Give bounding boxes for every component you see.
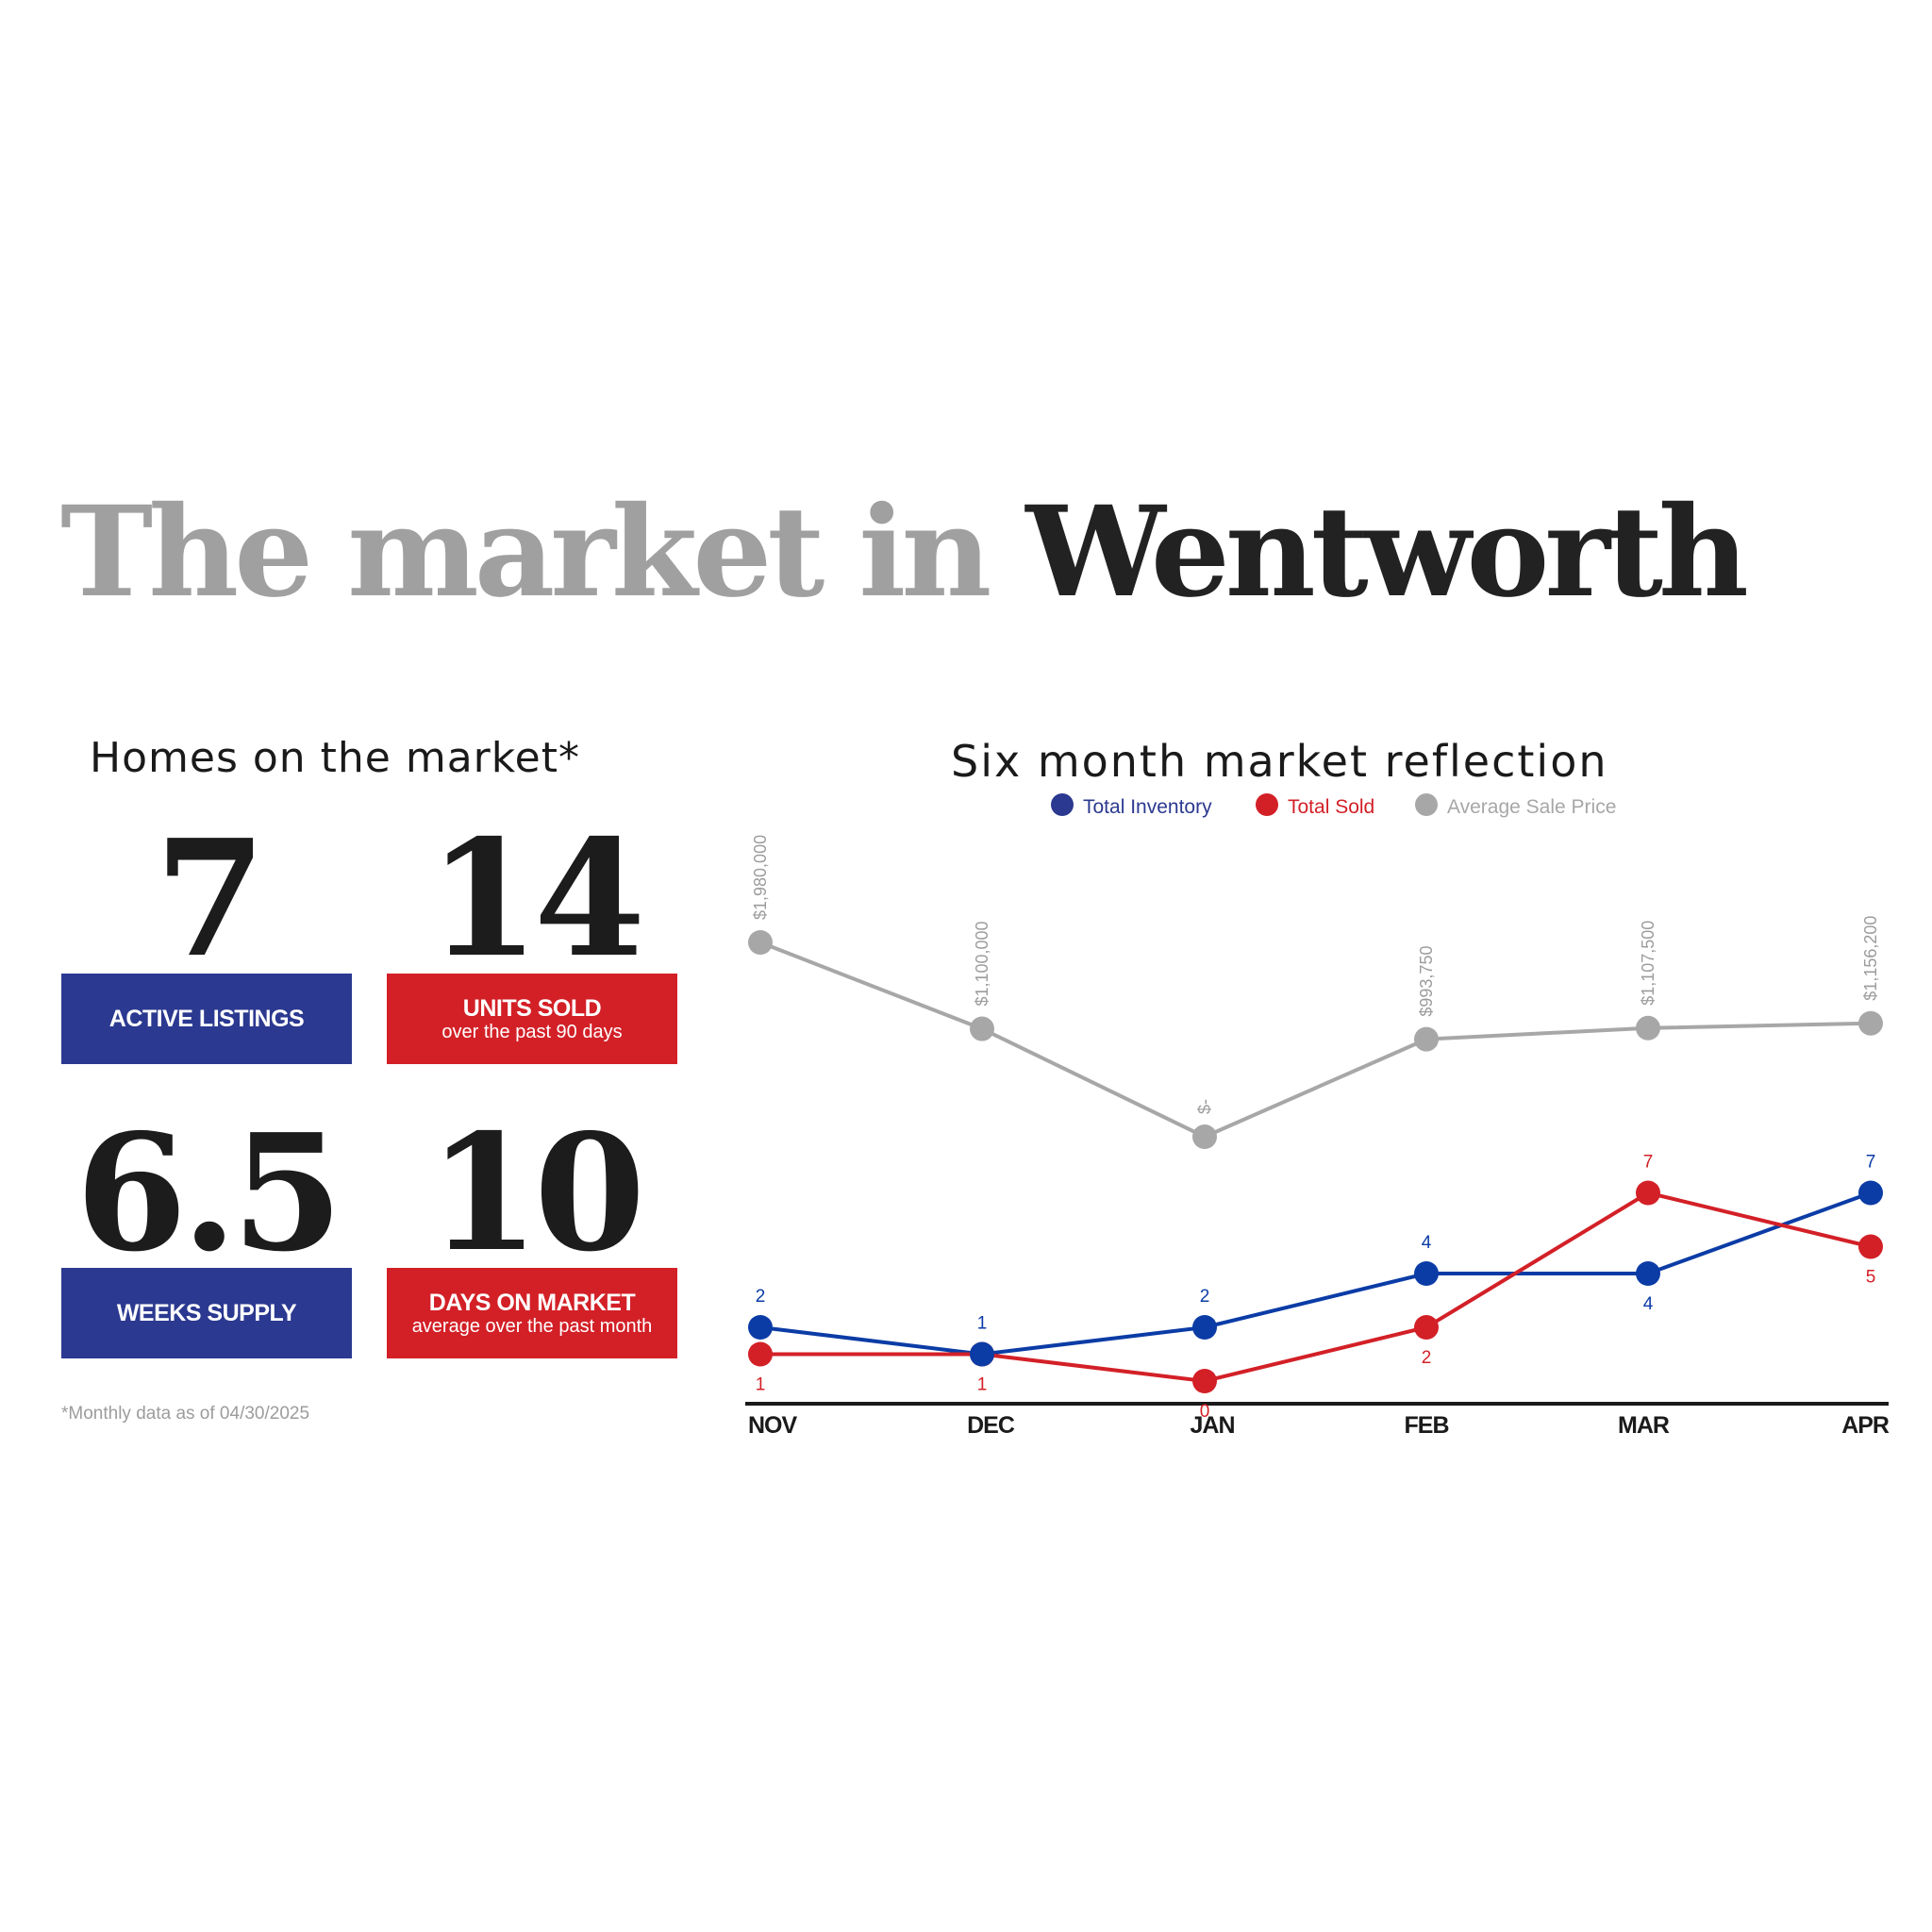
weeks-supply-label: WEEKS SUPPLY [116, 1299, 297, 1326]
legend-label-3: Average Sale Price [1447, 796, 1616, 818]
sold-label-feb: 2 [1422, 1348, 1432, 1368]
price-label-dec: $1,100,000 [973, 921, 991, 1006]
price-label-mar: $1,107,500 [1639, 921, 1657, 1006]
sold-label-dec: 1 [977, 1375, 988, 1395]
price-point-dec [970, 1016, 994, 1041]
x-tick-label-mar: MAR [1618, 1412, 1670, 1439]
sold-point-feb [1414, 1315, 1439, 1340]
sold-label-mar: 7 [1643, 1153, 1654, 1173]
price-point-nov [748, 930, 773, 955]
days-on-market-value: 10 [427, 1099, 646, 1288]
page-title-prefix: The market in [60, 479, 991, 625]
days-on-market-badge: DAYS ON MARKET average over the past mon… [387, 1268, 677, 1358]
legend-label-2: Total Sold [1288, 796, 1374, 818]
inventory-series-line [759, 1191, 1872, 1357]
inventory-label-jan: 2 [1200, 1287, 1210, 1307]
x-tick-label-apr: APR [1841, 1412, 1890, 1439]
price-label-apr: $1,156,200 [1861, 916, 1880, 1001]
inventory-point-feb [1414, 1261, 1439, 1286]
price-label-nov: $1,980,000 [751, 835, 770, 920]
price-label-feb: $993,750 [1417, 946, 1436, 1017]
page-title: The market in Wentworth [60, 491, 1749, 615]
sold-label-nov: 1 [756, 1375, 766, 1395]
x-tick-label-feb: FEB [1405, 1412, 1449, 1439]
inventory-label-apr: 7 [1866, 1153, 1876, 1173]
legend-marker-2 [1256, 793, 1278, 816]
price-point-jan [1192, 1124, 1217, 1149]
price-point-apr [1858, 1010, 1883, 1036]
x-tick-label-nov: NOV [748, 1412, 798, 1439]
x-tick-label-jan: JAN [1190, 1412, 1234, 1439]
inventory-point-jan [1192, 1315, 1217, 1340]
inventory-point-nov [748, 1315, 773, 1340]
x-tick-label-dec: DEC [967, 1412, 1015, 1439]
inventory-label-nov: 2 [756, 1287, 766, 1307]
units-sold-value: 14 [427, 805, 646, 993]
inventory-label-dec: 1 [977, 1314, 988, 1334]
price-point-mar [1636, 1015, 1660, 1041]
homes-heading: Homes on the market* [90, 734, 580, 782]
units-sold-sublabel: over the past 90 days [441, 1021, 623, 1042]
footnote: *Monthly data as of 04/30/2025 [61, 1404, 310, 1424]
legend-marker-1 [1051, 793, 1074, 816]
sold-point-mar [1636, 1180, 1660, 1206]
inventory-point-mar [1636, 1261, 1660, 1286]
active-listings-value: 7 [154, 805, 266, 993]
units-sold-badge: UNITS SOLD over the past 90 days [387, 974, 677, 1064]
legend-label-1: Total Inventory [1083, 796, 1212, 818]
legend-marker-3 [1415, 793, 1438, 816]
sold-label-apr: 5 [1866, 1268, 1876, 1288]
sold-point-jan [1192, 1369, 1217, 1393]
price-point-feb [1414, 1026, 1439, 1052]
weeks-supply-value: 6.5 [75, 1099, 343, 1288]
sold-series-line [760, 1191, 1872, 1384]
sold-point-nov [748, 1341, 773, 1367]
active-listings-label: ACTIVE LISTINGS [108, 1005, 305, 1032]
units-sold-label: UNITS SOLD [462, 994, 602, 1022]
active-listings-badge: ACTIVE LISTINGS [61, 974, 352, 1064]
inventory-point-dec [970, 1341, 994, 1367]
days-on-market-sublabel: average over the past month [411, 1315, 653, 1337]
sold-label-jan: 0 [1200, 1402, 1210, 1422]
page-title-location: Wentworth [1025, 479, 1749, 625]
inventory-label-mar: 4 [1643, 1294, 1654, 1314]
chart-title: Six month market reflection [951, 736, 1608, 787]
sold-point-apr [1858, 1234, 1883, 1259]
inventory-label-feb: 4 [1422, 1233, 1432, 1253]
weeks-supply-badge: WEEKS SUPPLY [61, 1268, 352, 1358]
inventory-point-apr [1858, 1180, 1883, 1206]
price-label-jan: $- [1195, 1099, 1214, 1114]
price-series-line [759, 941, 1872, 1140]
days-on-market-label: DAYS ON MARKET [428, 1289, 636, 1316]
